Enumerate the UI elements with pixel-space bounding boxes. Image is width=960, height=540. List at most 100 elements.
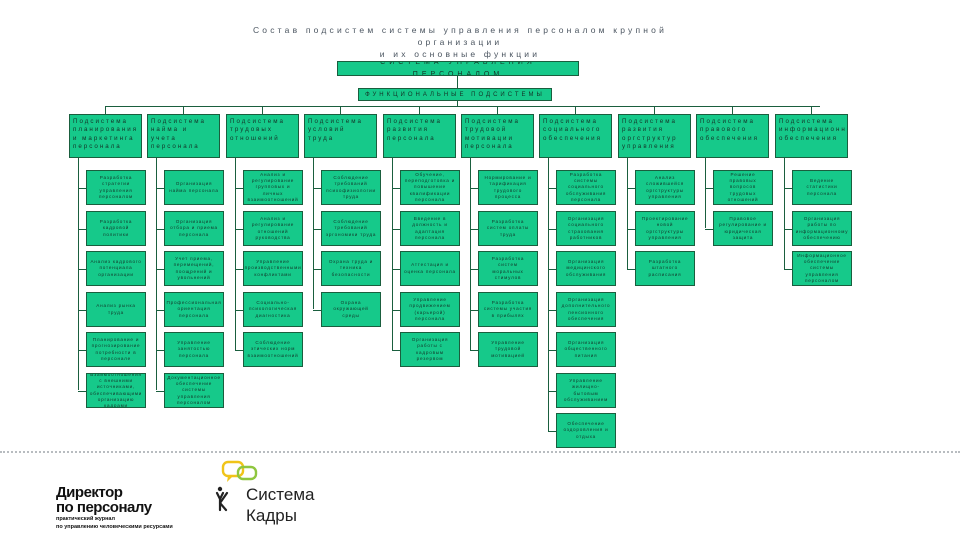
function-label: Правовое регулирование и юридическая защ… [719, 216, 767, 240]
function-box: Охрана окружающей среды [321, 292, 381, 327]
director-po-personalu-logo: Директор по персоналу практический журна… [56, 485, 206, 530]
subsystem-header-8: Подсистема развития оргструктур управлен… [618, 114, 691, 158]
function-box: Управление занятостью персонала [164, 332, 224, 367]
title-line-1: Состав подсистем системы управления перс… [252, 25, 668, 47]
function-box: Управление производственными конфликтами [243, 251, 303, 286]
subsystem-header-10: Подсистема информационного обеспечения [775, 114, 848, 158]
connector [235, 349, 243, 351]
function-box: Организация социального страхования рабо… [556, 211, 616, 246]
function-label: Управление трудовой мотивацией [491, 340, 525, 358]
sistema-kadry-logo: Система Кадры [215, 460, 355, 530]
function-box: Анализ кадрового потенциала организации [86, 251, 146, 286]
function-box: Охрана труда и техника безопасности [321, 251, 381, 286]
connector [497, 106, 498, 114]
function-box: Информационное обеспечение системы управ… [792, 251, 852, 286]
function-label: Анализ кадрового потенциала организации [90, 259, 142, 277]
function-box: Организация отбора и приема персонала [164, 211, 224, 246]
function-box: Документационное обеспечение системы упр… [164, 373, 224, 408]
function-label: Организация работы по информационному об… [795, 216, 849, 240]
subsystem-header-9: Подсистема правового обеспечения [696, 114, 769, 158]
function-label: Анализ сложившейся оргструктуры управлен… [645, 175, 684, 199]
functional-subsystems-label: ФУНКЦИОНАЛЬНЫЕ ПОДСИСТЕМЫ [365, 91, 545, 98]
connector [548, 187, 556, 189]
speech-bubbles-icon [221, 460, 258, 482]
function-label: Анализ и регулирование групповых и личны… [247, 172, 299, 202]
connector [156, 390, 164, 392]
connector [627, 187, 635, 189]
connector [78, 390, 86, 392]
connector [548, 228, 556, 230]
connector [419, 106, 420, 114]
function-label: Учет приема, перемещений, поощрений и ув… [173, 256, 215, 280]
connector [235, 228, 243, 230]
connector [548, 390, 556, 392]
logo1-line-1: Директор [56, 484, 123, 501]
function-label: Планирование и прогнозирование потребнос… [91, 337, 141, 361]
function-label: Нормирование и тарификация трудового про… [484, 175, 532, 199]
connector [705, 158, 706, 228]
function-box: Соблюдение этических норм взаимоотношени… [243, 332, 303, 367]
subsystem-header-1: Подсистема планирования и маркетинга пер… [69, 114, 142, 158]
connector [105, 106, 106, 114]
connector [313, 228, 321, 230]
function-label: Охрана окружающей среды [333, 300, 369, 318]
subsystem-header-2: Подсистема найма и учета персонала [147, 114, 220, 158]
connector [392, 187, 400, 189]
connector [548, 268, 556, 270]
function-box: Аттестация и оценка персонала [400, 251, 460, 286]
function-box: Организация работы по информационному об… [792, 211, 852, 246]
title-line-2: и их основные функции [379, 49, 541, 59]
function-box: Соблюдение требований психофизиологии тр… [321, 170, 381, 205]
connector [627, 228, 635, 230]
function-box: Разработка системы социального обслужива… [556, 170, 616, 205]
connector [340, 106, 341, 114]
connector [548, 349, 556, 351]
function-label: Охрана труда и техника безопасности [328, 259, 374, 277]
connector [784, 158, 785, 269]
connector [235, 268, 243, 270]
logo1-line-2: по персоналу [56, 499, 152, 516]
function-box: Организация общественного питания [556, 332, 616, 367]
connector [470, 349, 478, 351]
connector [548, 158, 549, 431]
connector [784, 228, 792, 230]
connector [627, 158, 628, 269]
function-label: Разработка стратегии управления персонал… [98, 175, 134, 199]
connector [457, 76, 458, 88]
function-label: Разработка систем оплаты труда [486, 219, 530, 237]
connector [548, 430, 556, 432]
connector [392, 349, 400, 351]
connector [784, 268, 792, 270]
function-box: Введение в должность и адаптация персона… [400, 211, 460, 246]
connector [575, 106, 576, 114]
function-label: Обеспечение оздоровления и отдыха [563, 421, 609, 439]
subsystem-header-6: Подсистема трудовой мотивации персонала [461, 114, 534, 158]
connector [156, 158, 157, 390]
function-label: Организация работы с кадровым резервом [411, 337, 449, 361]
top-box-label: СИСТЕМА УПРАВЛЕНИЯ ПЕРСОНАЛОМ [380, 61, 536, 76]
function-box: Социально-психологическая диагностика [243, 292, 303, 327]
function-box: Разработка штатного расписания [635, 251, 695, 286]
function-label: Разработка системы социального обслужива… [565, 172, 607, 202]
function-label: Социально-психологическая диагностика [249, 300, 297, 318]
connector [392, 158, 393, 350]
connector [313, 187, 321, 189]
subsystem-header-3: Подсистема трудовых отношений [226, 114, 299, 158]
function-label: Разработка систем моральных стимулов [491, 256, 525, 280]
connector [705, 187, 713, 189]
function-box: Организация найма персонала [164, 170, 224, 205]
function-box: Разработка систем оплаты труда [478, 211, 538, 246]
connector [470, 268, 478, 270]
function-box: Учет приема, перемещений, поощрений и ув… [164, 251, 224, 286]
function-label: Введение в должность и адаптация персона… [412, 216, 448, 240]
function-box: Обучение, переподготовка и повышение ква… [400, 170, 460, 205]
function-box: Разработка кадровой политики [86, 211, 146, 246]
function-label: Информационное обеспечение системы управ… [797, 253, 847, 283]
logo2-line-2: Кадры [246, 506, 297, 525]
person-figure-icon [215, 486, 229, 512]
function-label: Соблюдение требований психофизиологии тр… [326, 175, 376, 199]
function-box: Управление жилищно-бытовым обслуживанием [556, 373, 616, 408]
connector [470, 158, 471, 350]
connector [548, 309, 556, 311]
connector [784, 187, 792, 189]
